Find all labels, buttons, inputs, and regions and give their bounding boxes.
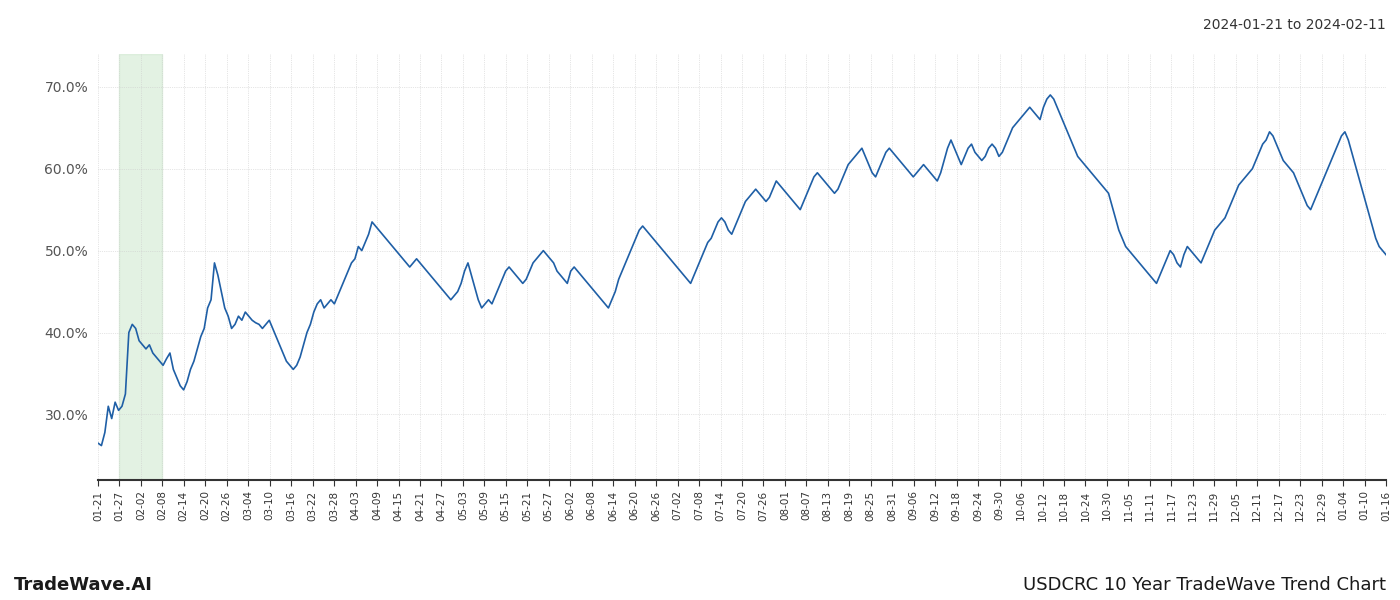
Text: 2024-01-21 to 2024-02-11: 2024-01-21 to 2024-02-11: [1203, 18, 1386, 32]
Text: TradeWave.AI: TradeWave.AI: [14, 576, 153, 594]
Bar: [119, 54, 162, 480]
Text: USDCRC 10 Year TradeWave Trend Chart: USDCRC 10 Year TradeWave Trend Chart: [1023, 576, 1386, 594]
